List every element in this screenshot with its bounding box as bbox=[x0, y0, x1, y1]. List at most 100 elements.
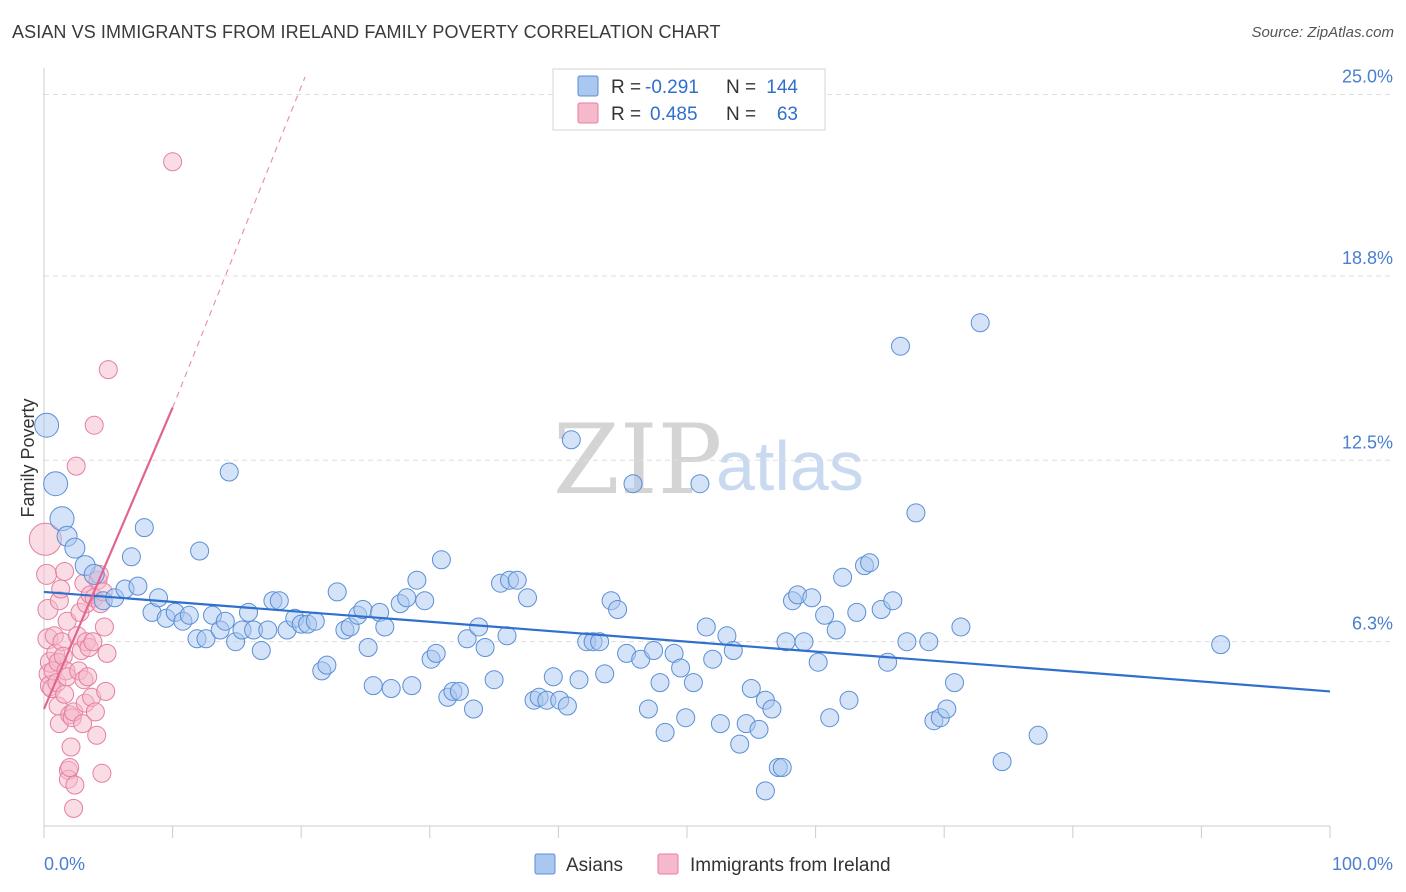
watermark-atlas: atlas bbox=[716, 427, 864, 505]
asian-point bbox=[644, 641, 664, 660]
asian-point bbox=[317, 655, 337, 675]
asian-point bbox=[815, 605, 835, 625]
asian-point bbox=[239, 602, 258, 622]
asian-point bbox=[992, 752, 1012, 772]
ireland-point bbox=[92, 763, 112, 783]
asian-point bbox=[970, 313, 990, 333]
legend-n-value-ireland: 63 bbox=[777, 104, 798, 125]
asian-point bbox=[358, 638, 378, 657]
asian-point bbox=[883, 591, 903, 611]
legend-r-label-ireland: R = bbox=[611, 104, 641, 125]
correlation-legend: R = -0.291 N = 144 R = 0.485 N = 63 bbox=[552, 68, 826, 131]
asian-point bbox=[655, 722, 675, 742]
asian-point bbox=[327, 582, 347, 602]
ireland-point bbox=[51, 579, 71, 599]
chart-source: Source: ZipAtlas.com bbox=[1251, 24, 1394, 41]
asian-point bbox=[457, 629, 477, 649]
asian-point bbox=[590, 632, 610, 652]
ireland-point bbox=[55, 562, 75, 581]
asian-point bbox=[34, 412, 60, 438]
legend-n-label-ireland: N = bbox=[726, 104, 756, 125]
asian-point bbox=[557, 696, 577, 716]
asian-point bbox=[149, 588, 168, 608]
asian-point bbox=[749, 719, 769, 739]
asian-point bbox=[794, 632, 814, 652]
asian-point bbox=[608, 600, 628, 619]
ireland-point bbox=[36, 563, 58, 585]
legend-r-value-asians: -0.291 bbox=[645, 77, 699, 98]
asian-point bbox=[710, 714, 730, 734]
asian-point bbox=[730, 734, 750, 754]
y-tick-label: 25.0% bbox=[1342, 67, 1393, 87]
asian-point bbox=[484, 670, 504, 690]
asian-point bbox=[595, 664, 615, 684]
ireland-point bbox=[97, 643, 117, 663]
asian-points bbox=[34, 313, 1231, 801]
asians-trend-line bbox=[43, 590, 1331, 693]
asian-point bbox=[397, 588, 417, 608]
x-tick-label-max: 100.0% bbox=[1332, 854, 1393, 874]
y-tick-label: 18.8% bbox=[1342, 248, 1393, 268]
asian-point bbox=[134, 518, 154, 538]
y-tick-label: 12.5% bbox=[1342, 432, 1393, 452]
ireland-point bbox=[96, 681, 116, 701]
ireland-point bbox=[163, 152, 183, 172]
asian-point bbox=[375, 617, 395, 637]
ireland-point bbox=[87, 725, 107, 745]
ireland-point bbox=[55, 684, 75, 704]
asian-point bbox=[906, 503, 926, 523]
asian-point bbox=[475, 638, 495, 657]
legend-swatch-ireland bbox=[577, 102, 599, 124]
bottom-legend-label-ireland: Immigrants from Ireland bbox=[690, 855, 891, 876]
asian-point bbox=[741, 679, 761, 698]
asian-point bbox=[497, 626, 517, 646]
ireland-point bbox=[94, 617, 114, 637]
gridlines bbox=[44, 94, 1393, 643]
bottom-legend-swatch-asians bbox=[534, 853, 556, 875]
ireland-point bbox=[83, 632, 103, 652]
asian-point bbox=[671, 658, 691, 678]
asian-point bbox=[305, 611, 325, 631]
asian-point bbox=[847, 602, 867, 622]
asian-point bbox=[951, 617, 971, 637]
asian-point bbox=[839, 690, 859, 710]
asian-point bbox=[426, 643, 446, 663]
asian-point bbox=[363, 676, 383, 696]
asian-point bbox=[561, 430, 581, 450]
asian-point bbox=[650, 673, 670, 693]
asian-point bbox=[431, 550, 451, 570]
asian-point bbox=[251, 641, 271, 660]
ireland-point bbox=[65, 775, 85, 795]
asian-point bbox=[415, 591, 435, 611]
trend-lines bbox=[42, 76, 1331, 710]
y-axis-label: Family Poverty bbox=[18, 398, 38, 517]
chart-title: ASIAN VS IMMIGRANTS FROM IRELAND FAMILY … bbox=[12, 22, 721, 42]
asian-point bbox=[569, 670, 589, 690]
asian-point bbox=[919, 632, 939, 652]
asian-point bbox=[402, 676, 422, 696]
series-legend: Asians Immigrants from Ireland bbox=[534, 853, 891, 876]
bottom-legend-swatch-ireland bbox=[657, 853, 679, 875]
asian-point bbox=[696, 617, 716, 637]
legend-r-label-asians: R = bbox=[611, 77, 641, 98]
asian-point bbox=[381, 679, 401, 698]
asian-point bbox=[820, 708, 840, 728]
ireland-point bbox=[61, 737, 81, 757]
asian-point bbox=[945, 673, 964, 693]
asian-point bbox=[833, 567, 853, 587]
ireland-trend-extension bbox=[172, 76, 306, 408]
ireland-point bbox=[60, 758, 80, 777]
asian-point bbox=[755, 781, 775, 801]
axes bbox=[43, 68, 1331, 838]
ireland-point bbox=[73, 714, 93, 734]
asian-point bbox=[762, 699, 782, 719]
asian-point bbox=[937, 699, 957, 719]
asian-point bbox=[128, 576, 148, 596]
ireland-points bbox=[28, 152, 183, 818]
ireland-point bbox=[84, 415, 104, 435]
asian-point bbox=[43, 471, 69, 497]
asian-point bbox=[808, 652, 828, 672]
ireland-point bbox=[64, 798, 84, 818]
asian-point bbox=[897, 632, 917, 652]
